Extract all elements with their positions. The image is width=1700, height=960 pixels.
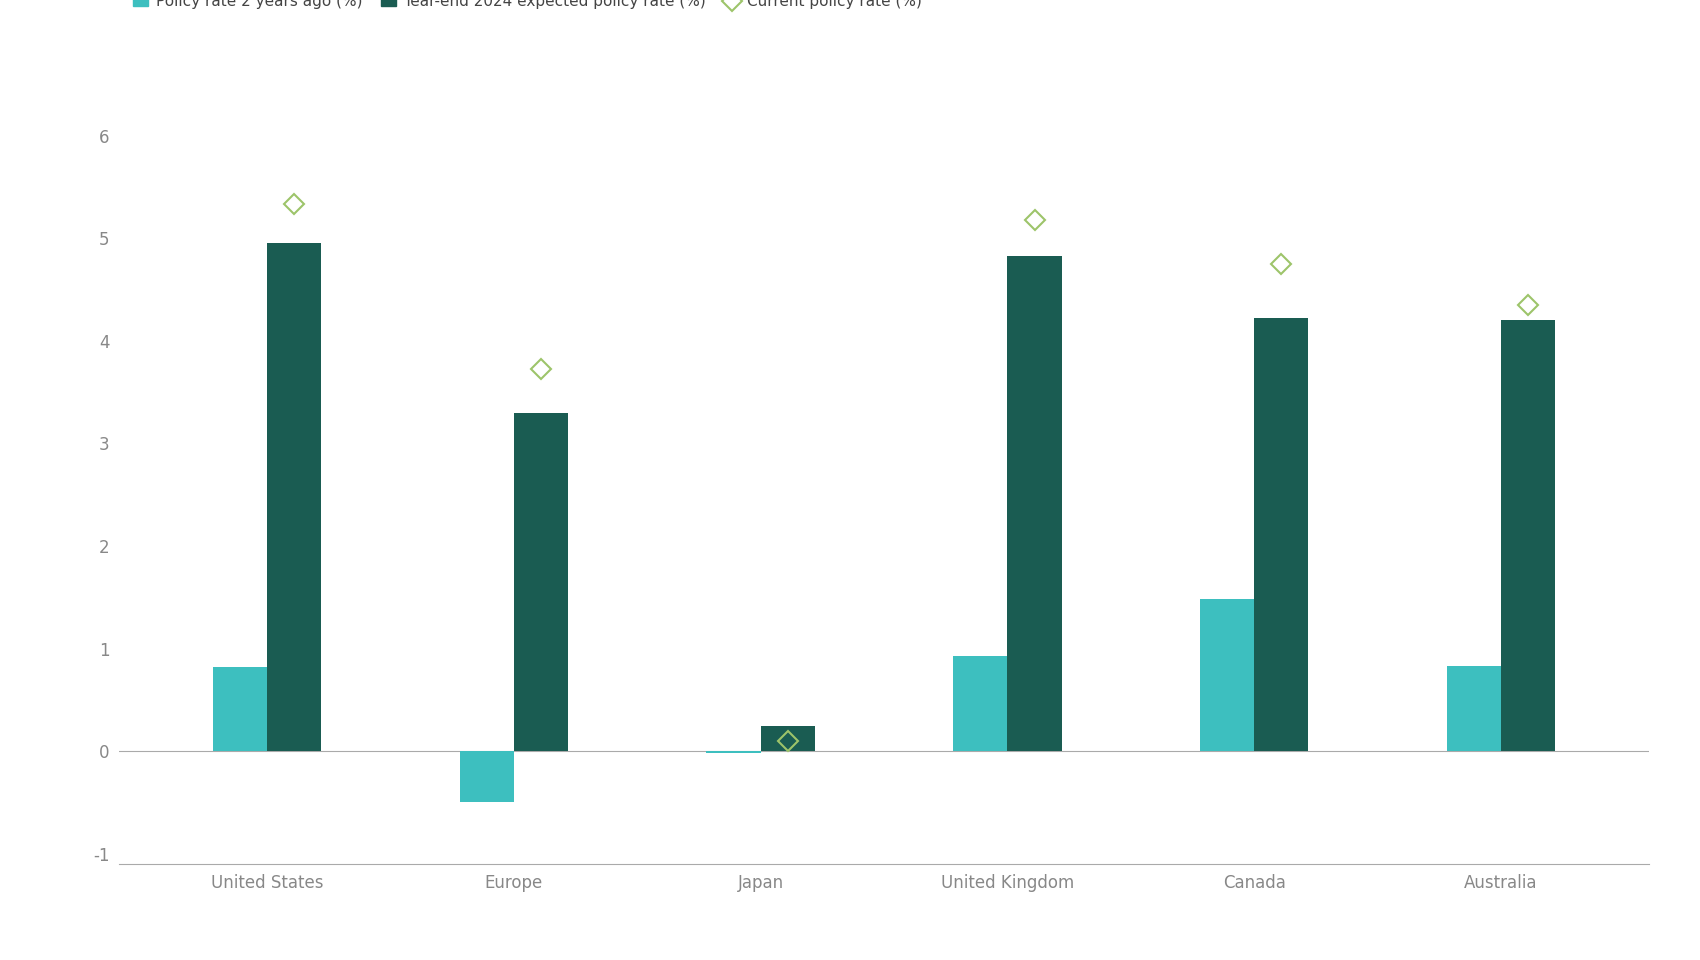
Bar (760, 726, 814, 751)
Bar (212, 667, 267, 751)
Bar (1008, 255, 1062, 751)
Legend: Policy rate 2 years ago (%), Year-end 2024 expected policy rate (%), Current pol: Policy rate 2 years ago (%), Year-end 20… (126, 0, 928, 15)
Bar (1255, 319, 1309, 751)
Bar (1447, 666, 1501, 751)
Bar (459, 751, 513, 803)
Bar (954, 656, 1008, 751)
Bar (1501, 321, 1556, 751)
Bar (1200, 599, 1255, 751)
Bar (513, 413, 568, 751)
Bar (267, 244, 321, 751)
Bar (706, 751, 760, 754)
